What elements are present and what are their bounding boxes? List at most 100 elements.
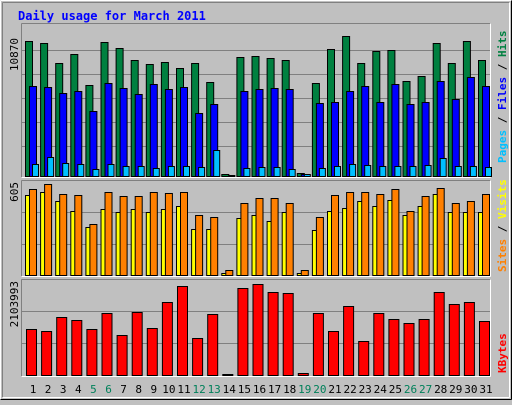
x-label-day-30: 30: [464, 383, 477, 396]
bar-files-day-24: [376, 102, 385, 177]
bar-kbytes-day-4: [71, 320, 83, 376]
bar-kbytes-day-21: [328, 331, 339, 376]
bar-sites-day-19: [300, 270, 309, 276]
x-label-day-7: 7: [120, 383, 127, 396]
bar-files-day-21: [331, 102, 339, 177]
bar-pages-day-25: [394, 166, 402, 177]
bar-pages-day-26: [409, 166, 417, 177]
bar-files-day-25: [391, 84, 400, 177]
bar-sites-day-13: [210, 217, 219, 276]
bar-pages-day-23: [364, 165, 372, 177]
x-label-day-14: 14: [223, 383, 237, 396]
bar-files-day-30: [466, 77, 475, 177]
bar-sites-day-2: [44, 184, 53, 276]
bar-kbytes-day-26: [403, 323, 415, 376]
bar-sites-day-21: [331, 195, 339, 276]
bar-sites-day-7: [119, 196, 128, 276]
bar-sites-day-9: [149, 192, 158, 276]
bar-files-day-18: [285, 89, 294, 177]
bars-kbytes: [26, 284, 490, 376]
x-label-day-27: 27: [419, 383, 432, 396]
bar-sites-day-6: [104, 192, 113, 276]
bar-pages-day-21: [334, 166, 341, 177]
bar-pages-day-18: [288, 169, 296, 177]
bar-kbytes-day-31: [479, 321, 490, 376]
bar-files-day-1: [29, 86, 37, 177]
legend-hits: Hits: [496, 31, 509, 58]
bar-pages-day-27: [424, 165, 432, 177]
bar-pages-day-9: [152, 168, 160, 177]
bar-kbytes-day-13: [207, 314, 219, 376]
bars-sites-visits: [25, 184, 490, 276]
bar-pages-day-16: [258, 167, 266, 177]
y-max-label-kbytes: 2103993: [8, 281, 21, 327]
bar-files-day-16: [255, 89, 264, 177]
bar-pages-day-31: [485, 167, 492, 177]
x-label-day-11: 11: [177, 383, 190, 396]
bar-files-day-20: [315, 103, 324, 177]
bar-pages-day-15: [243, 168, 251, 177]
bar-sites-day-5: [89, 224, 98, 276]
x-label-day-28: 28: [434, 383, 447, 396]
x-label-day-17: 17: [268, 383, 281, 396]
bar-files-day-15: [240, 91, 249, 177]
bar-sites-day-1: [29, 189, 37, 276]
bar-files-day-6: [104, 83, 113, 177]
bar-kbytes-day-22: [343, 306, 355, 376]
legend-pages: Pages: [496, 130, 509, 163]
bar-sites-day-3: [59, 194, 68, 276]
x-label-day-5: 5: [90, 383, 97, 396]
bar-files-day-26: [406, 104, 415, 177]
bar-pages-day-1: [32, 164, 39, 177]
x-label-day-19: 19: [298, 383, 311, 396]
x-label-day-18: 18: [283, 383, 296, 396]
bar-kbytes-day-16: [252, 284, 264, 376]
x-label-day-23: 23: [359, 383, 372, 396]
bar-sites-day-11: [180, 192, 188, 276]
bar-files-day-10: [164, 89, 173, 177]
bar-files-day-31: [482, 86, 490, 177]
bar-sites-day-4: [74, 195, 83, 276]
x-label-day-13: 13: [208, 383, 221, 396]
bar-files-day-22: [346, 91, 355, 177]
bar-kbytes-day-27: [418, 319, 430, 376]
bar-sites-day-30: [466, 201, 475, 276]
bar-pages-day-5: [92, 169, 100, 177]
bar-sites-day-15: [240, 203, 249, 276]
bar-pages-day-14: [228, 175, 236, 177]
bar-pages-day-22: [349, 164, 357, 177]
bar-files-day-5: [89, 111, 98, 177]
bar-hits-day-14: [221, 174, 230, 177]
bar-pages-day-29: [454, 166, 462, 177]
x-label-day-4: 4: [75, 383, 82, 396]
bar-sites-day-28: [436, 188, 445, 276]
bar-sites-day-10: [164, 193, 173, 276]
x-label-day-22: 22: [343, 383, 356, 396]
bar-kbytes-day-5: [86, 329, 98, 376]
bar-kbytes-day-25: [388, 319, 400, 376]
bar-pages-day-11: [183, 166, 190, 177]
bar-files-day-4: [74, 91, 83, 177]
y-max-label-hits: 10870: [8, 38, 21, 71]
bar-kbytes-day-30: [463, 302, 475, 376]
bar-sites-day-12: [195, 215, 204, 276]
legend-visits: Visits: [496, 179, 509, 219]
x-label-day-2: 2: [45, 383, 52, 396]
bar-sites-day-25: [391, 189, 400, 276]
bar-kbytes-day-1: [26, 329, 37, 376]
x-label-day-3: 3: [60, 383, 67, 396]
bar-sites-day-27: [421, 196, 430, 276]
bar-pages-day-3: [62, 163, 70, 177]
bar-sites-day-29: [451, 203, 460, 276]
bar-sites-day-8: [134, 196, 143, 276]
bar-files-day-7: [119, 88, 128, 177]
bar-kbytes-day-9: [146, 328, 158, 376]
legend-sites: Sites: [496, 239, 509, 272]
legend-sep-3: /: [496, 219, 509, 239]
legend-sep-1: /: [496, 110, 509, 130]
bar-kbytes-day-12: [192, 338, 204, 376]
bar-kbytes-day-19: [297, 373, 309, 376]
legend-sep-2: /: [496, 57, 509, 77]
bar-sites-day-23: [361, 192, 370, 276]
